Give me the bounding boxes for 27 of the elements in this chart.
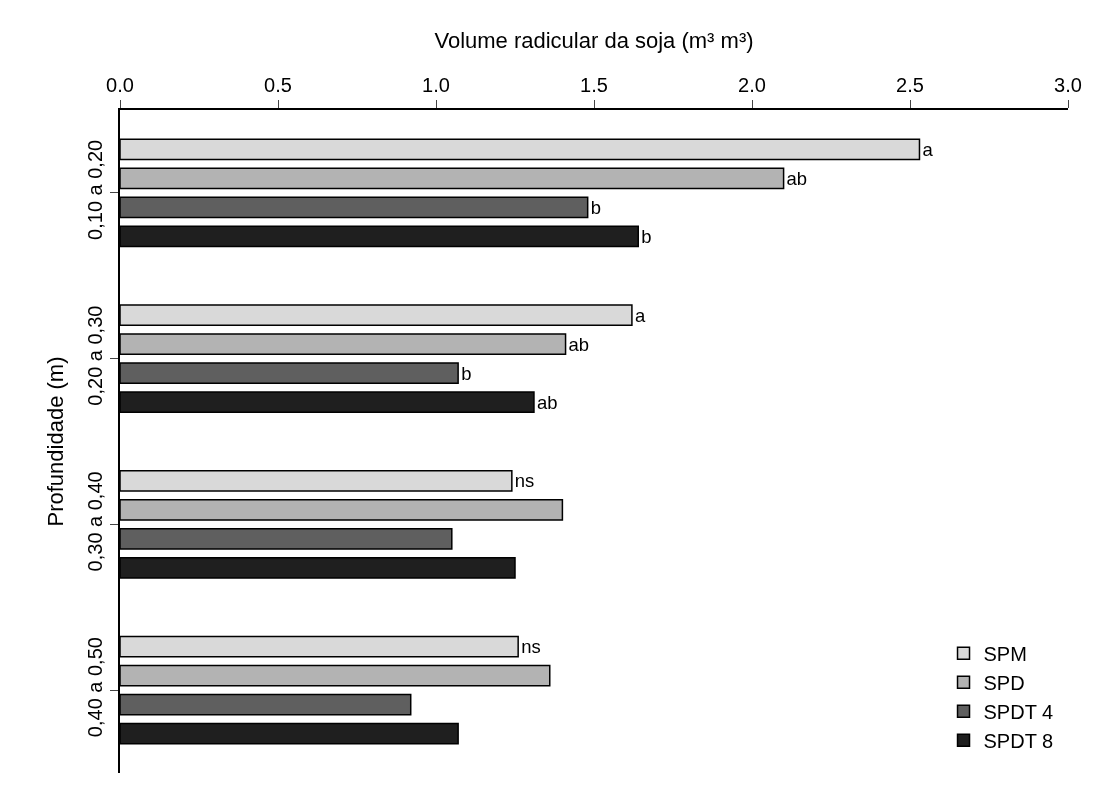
y-axis-title: Profundidade (m) xyxy=(42,356,68,527)
x-axis-title: Volume radicular da soja (m³ m³) xyxy=(434,27,754,53)
x-tick-label: 3.0 xyxy=(1054,74,1082,97)
legend-label: SPDT 8 xyxy=(983,730,1054,753)
data-label: b xyxy=(641,225,652,247)
y-tick-label: 0,10 a 0,20 xyxy=(84,139,107,240)
x-tick-label: 1.0 xyxy=(422,74,450,97)
y-tick-label: 0,40 a 0,50 xyxy=(84,637,107,738)
legend-label: SPD xyxy=(983,672,1025,695)
legend-label: SPM xyxy=(983,643,1027,666)
x-tick-label: 0.5 xyxy=(264,74,292,97)
data-label: ns xyxy=(514,470,535,492)
data-label: b xyxy=(461,362,472,384)
data-label: a xyxy=(634,304,646,326)
x-tick-label: 2.5 xyxy=(896,74,924,97)
x-tick-label: 0.0 xyxy=(106,74,134,97)
y-tick-label: 0,30 a 0,40 xyxy=(84,471,107,572)
data-label: ab xyxy=(786,167,808,189)
data-label: b xyxy=(590,196,601,218)
x-tick-label: 1.5 xyxy=(580,74,608,97)
data-label: a xyxy=(922,138,934,160)
x-tick-label: 2.0 xyxy=(738,74,766,97)
y-tick-label: 0,20 a 0,30 xyxy=(84,305,107,406)
data-label: ns xyxy=(521,636,541,658)
data-label: ab xyxy=(568,333,590,355)
data-label: ab xyxy=(536,391,558,413)
legend-label: SPDT 4 xyxy=(983,701,1054,724)
